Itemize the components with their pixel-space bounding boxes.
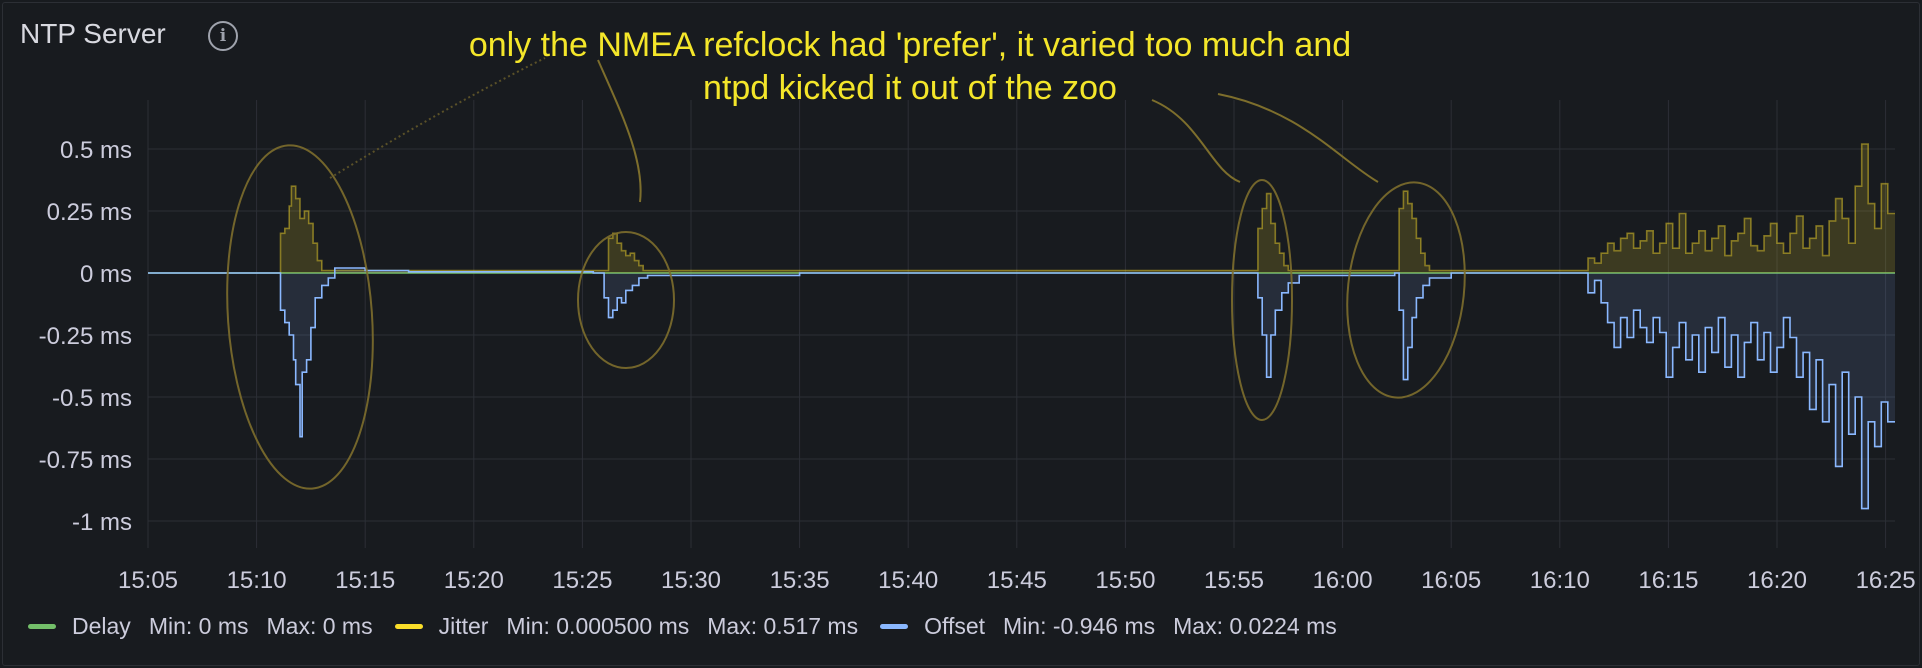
legend-min-value: -0.946 ms [1052, 612, 1156, 639]
annotation-circle [226, 144, 374, 490]
x-tick-label: 15:40 [878, 567, 938, 594]
x-tick-label: 16:15 [1638, 567, 1698, 594]
x-tick-label: 15:25 [552, 567, 612, 594]
x-tick-label: 16:00 [1313, 567, 1373, 594]
x-tick-label: 16:10 [1530, 567, 1590, 594]
x-tick-label: 15:55 [1204, 567, 1264, 594]
annotation-stroke [1151, 99, 1241, 183]
annotation-circle [577, 231, 675, 369]
annotation-line-1: only the NMEA refclock had 'prefer', it … [468, 26, 1352, 64]
legend-min-label: Min: [148, 612, 193, 639]
chart-annotation: only the NMEA refclock had 'prefer', it … [380, 24, 1440, 110]
legend-min-value: 0.000500 ms [556, 612, 690, 639]
annotation-stroke [1217, 93, 1379, 183]
legend-max-label: Max: [266, 612, 317, 639]
legend-max-value: 0 ms [322, 612, 373, 639]
legend-item-delay[interactable]: Delay Min: 0 ms Max: 0 ms [28, 613, 373, 640]
series-line-offset [148, 267, 1895, 510]
legend-name: Delay [72, 612, 131, 639]
x-tick-label: 16:20 [1747, 567, 1807, 594]
legend-min-label: Min: [506, 612, 550, 639]
legend-swatch-offset [880, 623, 909, 629]
y-tick-label: 0 ms [80, 261, 132, 288]
x-tick-label: 15:45 [987, 567, 1047, 594]
x-tick-label: 15:35 [770, 567, 830, 594]
x-tick-label: 15:50 [1095, 567, 1155, 594]
legend-min-value: 0 ms [198, 612, 249, 639]
legend-max-label: Max: [707, 612, 758, 639]
x-tick-label: 15:10 [227, 567, 287, 594]
legend-name: Offset [924, 612, 986, 639]
legend: Delay Min: 0 ms Max: 0 ms Jitter Min: 0.… [28, 610, 1359, 642]
x-tick-label: 16:25 [1856, 567, 1916, 594]
legend-name: Jitter [438, 612, 489, 639]
x-tick-label: 15:30 [661, 567, 721, 594]
info-circle-icon[interactable]: i [208, 21, 238, 51]
series-group [148, 143, 1895, 510]
y-tick-label: 0.5 ms [60, 137, 132, 164]
annotation-line-2: ntpd kicked it out of the zoo [703, 69, 1117, 107]
panel-title: NTP Server [20, 18, 166, 49]
y-tick-label: 0.25 ms [47, 199, 132, 226]
annotation-circle [1231, 179, 1293, 421]
legend-swatch-jitter [394, 623, 423, 629]
legend-min-label: Min: [1003, 612, 1047, 639]
annotation-stroke [597, 59, 642, 203]
legend-max-label: Max: [1173, 612, 1223, 639]
annotation-stroke [329, 57, 546, 179]
x-tick-label: 15:05 [118, 567, 178, 594]
y-tick-label: -0.25 ms [39, 323, 132, 350]
series-area-jitter [148, 144, 1895, 273]
series-area-offset [148, 268, 1895, 509]
x-tick-label: 15:15 [335, 567, 395, 594]
legend-max-value: 0.0224 ms [1229, 612, 1337, 639]
legend-swatch-delay [28, 623, 56, 629]
legend-max-value: 0.517 ms [763, 612, 859, 639]
y-tick-label: -1 ms [72, 509, 132, 536]
annotation-circle [1346, 181, 1466, 399]
y-tick-label: -0.75 ms [39, 447, 132, 474]
x-tick-label: 16:05 [1421, 567, 1481, 594]
legend-item-jitter[interactable]: Jitter Min: 0.000500 ms Max: 0.517 ms [394, 612, 859, 640]
y-tick-label: -0.5 ms [52, 385, 132, 412]
legend-item-offset[interactable]: Offset Min: -0.946 ms Max: 0.0224 ms [880, 613, 1337, 640]
x-tick-label: 15:20 [444, 567, 504, 594]
